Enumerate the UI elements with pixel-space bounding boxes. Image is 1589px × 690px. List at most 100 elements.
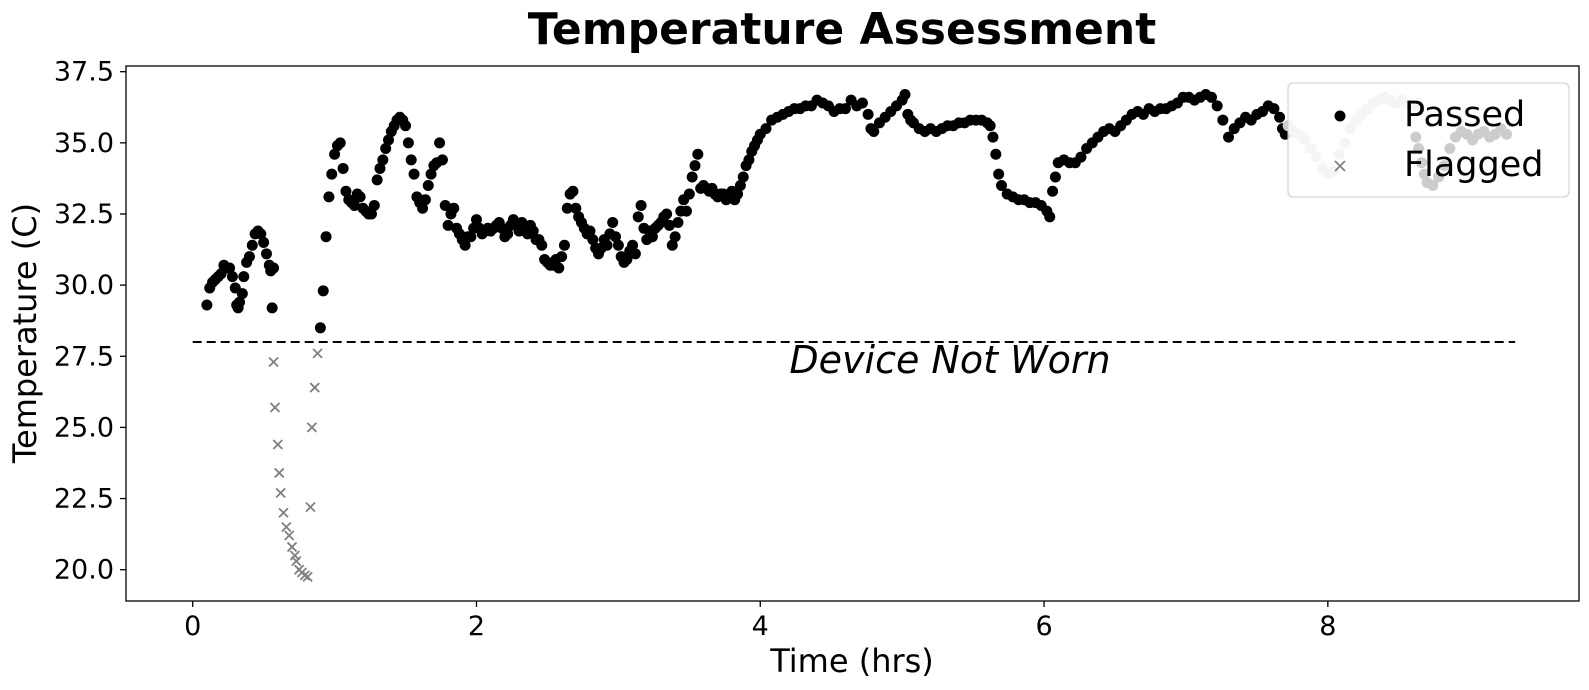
passed-point	[448, 202, 460, 214]
passed-point	[556, 251, 568, 263]
passed-point	[465, 231, 477, 243]
passed-point	[1211, 100, 1223, 112]
passed-point	[683, 188, 695, 200]
passed-point	[1044, 211, 1056, 223]
passed-point	[607, 217, 619, 229]
y-tick-label: 22.5	[54, 484, 114, 515]
passed-point	[570, 202, 582, 214]
passed-point	[1205, 91, 1217, 103]
passed-point	[354, 191, 366, 203]
passed-point	[661, 208, 673, 220]
passed-point	[732, 188, 744, 200]
passed-point	[646, 231, 658, 243]
legend-flagged-label: Flagged	[1404, 145, 1544, 185]
passed-point	[734, 180, 746, 192]
y-tick-label: 30.0	[54, 270, 114, 301]
y-axis-ticks: 20.0 22.5 25.0 27.5 30.0 32.5 35.0 37.5	[54, 57, 126, 586]
flagged-point	[268, 356, 279, 368]
flagged-point	[302, 571, 313, 582]
passed-point	[1075, 151, 1087, 163]
x-tick-label: 8	[1319, 611, 1336, 642]
passed-point	[470, 214, 482, 226]
passed-point	[635, 199, 647, 211]
y-tick-label: 27.5	[54, 341, 114, 372]
passed-point	[337, 162, 349, 174]
x-tick-label: 0	[184, 611, 201, 642]
passed-point	[340, 185, 352, 197]
flagged-point	[272, 439, 283, 450]
passed-point	[632, 211, 644, 223]
passed-point	[621, 254, 633, 266]
passed-point	[258, 236, 270, 248]
plot-frame	[125, 65, 1580, 602]
passed-point	[1047, 185, 1059, 197]
passed-point	[243, 251, 255, 263]
passed-point	[536, 239, 548, 251]
passed-point	[260, 248, 272, 260]
x-tick-label: 6	[1035, 611, 1052, 642]
passed-point	[1274, 111, 1286, 123]
legend-passed-label: Passed	[1404, 95, 1525, 135]
x-tick-label: 2	[468, 611, 485, 642]
passed-point	[686, 171, 698, 183]
flagged-point	[291, 556, 302, 567]
passed-point	[899, 88, 911, 100]
passed-point	[663, 219, 675, 231]
passed-point	[1223, 131, 1235, 143]
threshold-annotation: Device Not Worn	[789, 338, 1110, 382]
flagged-point	[278, 507, 289, 518]
passed-point	[201, 299, 213, 311]
flagged-point	[284, 530, 295, 541]
flagged-point	[309, 382, 320, 393]
legend-passed-marker	[1334, 110, 1346, 122]
passed-point	[348, 199, 360, 211]
passed-point	[584, 225, 596, 237]
passed-point	[323, 191, 335, 203]
passed-point	[436, 154, 448, 166]
passed-point	[374, 162, 386, 174]
passed-point	[246, 239, 258, 251]
passed-point	[1217, 114, 1229, 126]
passed-point	[425, 168, 437, 180]
passed-point	[266, 302, 278, 314]
passed-point	[669, 231, 681, 243]
y-axis-label: Temperature (C)	[6, 203, 44, 464]
passed-point	[627, 239, 639, 251]
passed-point	[680, 205, 692, 217]
passed-point	[383, 134, 395, 146]
passed-point	[1268, 103, 1280, 115]
flagged-point	[299, 570, 310, 581]
passed-point	[601, 239, 613, 251]
passed-point	[459, 239, 471, 251]
passed-point	[334, 137, 346, 149]
passed-point	[314, 322, 326, 334]
passed-point	[317, 285, 329, 297]
chart-title: Temperature Assessment	[528, 4, 1157, 55]
flagged-point	[306, 422, 318, 433]
flagged-point	[269, 402, 281, 413]
passed-point	[561, 202, 573, 214]
flagged-point	[274, 467, 285, 479]
passed-point	[856, 97, 868, 109]
passed-point	[422, 180, 434, 192]
passed-point	[587, 234, 599, 246]
legend-frame	[1287, 82, 1570, 198]
passed-point	[380, 143, 392, 155]
passed-point	[439, 199, 451, 211]
passed-point	[862, 108, 874, 120]
passed-point	[502, 228, 514, 240]
passed-point	[400, 120, 412, 132]
passed-point	[672, 217, 684, 229]
passed-point	[760, 123, 772, 135]
passed-point	[224, 262, 236, 274]
passed-point	[268, 262, 280, 274]
passed-point	[610, 231, 622, 243]
y-tick-label: 35.0	[54, 128, 114, 159]
passed-point	[993, 168, 1005, 180]
flagged-point	[312, 348, 323, 359]
passed-point	[666, 239, 678, 251]
passed-point	[612, 239, 624, 251]
passed-point	[692, 148, 704, 160]
passed-point	[402, 137, 414, 149]
